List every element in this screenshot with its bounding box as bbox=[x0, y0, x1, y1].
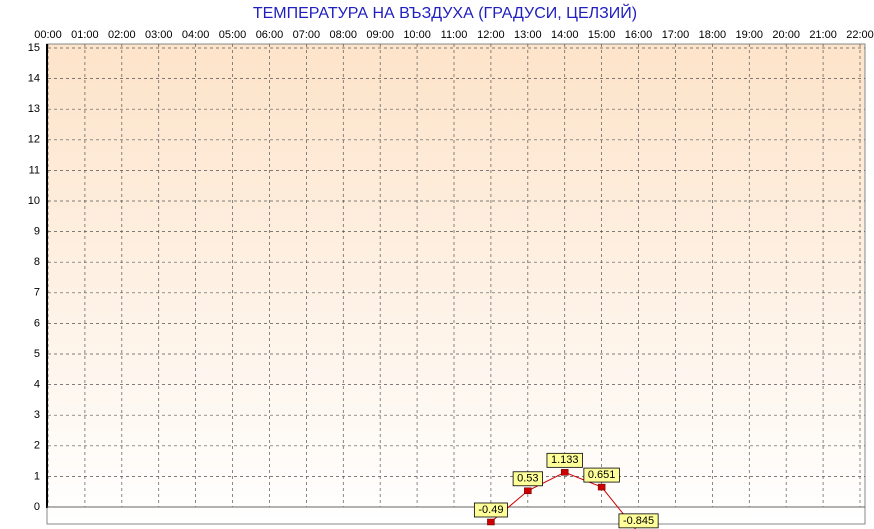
data-label-text: 0.651 bbox=[588, 469, 616, 481]
data-label-box bbox=[512, 471, 543, 487]
x-tick-label: 20:00 bbox=[772, 29, 800, 41]
y-tick-label: 11 bbox=[29, 164, 40, 176]
x-tick-label: 14:00 bbox=[551, 29, 579, 41]
data-label-box bbox=[583, 467, 620, 483]
data-point bbox=[487, 518, 495, 526]
x-tick-label: 21:00 bbox=[809, 29, 837, 41]
x-tick-label: 06:00 bbox=[256, 29, 284, 41]
x-tick-label: 12:00 bbox=[477, 29, 505, 41]
data-point bbox=[597, 483, 606, 491]
y-tick-label: 2 bbox=[34, 440, 40, 452]
y-tick-label: 15 bbox=[28, 42, 40, 54]
data-label: -0.845 bbox=[618, 513, 659, 529]
x-tick-label: 00:00 bbox=[34, 29, 62, 41]
y-tick-label: 14 bbox=[28, 73, 40, 85]
y-tick-label: 13 bbox=[28, 103, 40, 115]
data-label-box bbox=[473, 502, 508, 518]
y-tick-label: 10 bbox=[28, 195, 40, 207]
x-tick-label: 13:00 bbox=[514, 29, 542, 41]
data-label-box bbox=[546, 452, 583, 468]
x-tick-label: 02:00 bbox=[108, 29, 136, 41]
y-tick-label: 1 bbox=[34, 470, 40, 482]
x-tick-label: 10:00 bbox=[403, 29, 431, 41]
x-tick-label: 19:00 bbox=[736, 29, 764, 41]
y-tick-label: 0 bbox=[34, 501, 40, 513]
x-tick-label: 16:00 bbox=[625, 29, 653, 41]
data-label: 1.133 bbox=[546, 452, 583, 468]
x-tick-label: 11:00 bbox=[441, 29, 468, 41]
y-tick-label: 5 bbox=[34, 348, 40, 360]
y-tick-label: 4 bbox=[34, 379, 40, 391]
chart-title: ТЕМПЕРАТУРА НА ВЪЗДУХА (ГРАДУСИ, ЦЕЛЗИЙ) bbox=[253, 3, 637, 22]
y-tick-label: 6 bbox=[34, 317, 40, 329]
x-tick-label: 08:00 bbox=[330, 29, 358, 41]
x-tick-label: 17:00 bbox=[662, 29, 690, 41]
y-tick-label: 7 bbox=[34, 287, 40, 299]
y-tick-label: 8 bbox=[34, 256, 40, 268]
data-label-text: 0.53 bbox=[517, 473, 538, 485]
data-label: 0.53 bbox=[512, 471, 543, 487]
x-tick-label: 15:00 bbox=[588, 29, 616, 41]
x-tick-label: 05:00 bbox=[219, 29, 247, 41]
x-tick-label: 03:00 bbox=[145, 29, 173, 41]
x-tick-label: 09:00 bbox=[366, 29, 394, 41]
y-tick-label: 9 bbox=[34, 226, 40, 238]
data-label: -0.49 bbox=[473, 502, 508, 518]
x-tick-label: 18:00 bbox=[699, 29, 727, 41]
data-label-text: -0.49 bbox=[478, 504, 503, 516]
y-tick-label: 12 bbox=[28, 134, 40, 146]
plot-area bbox=[46, 43, 866, 525]
y-tick-label: 3 bbox=[34, 409, 40, 421]
x-tick-label: 22:00 bbox=[846, 29, 874, 41]
x-tick-label: 01:00 bbox=[71, 29, 99, 41]
data-point bbox=[560, 469, 569, 476]
data-point bbox=[524, 487, 532, 495]
data-label-text: -0.845 bbox=[623, 515, 654, 527]
data-label-text: 1.133 bbox=[551, 454, 579, 466]
data-label: 0.651 bbox=[583, 467, 620, 483]
x-tick-label: 04:00 bbox=[182, 29, 210, 41]
data-label-box bbox=[618, 513, 659, 529]
x-tick-label: 07:00 bbox=[293, 29, 321, 41]
